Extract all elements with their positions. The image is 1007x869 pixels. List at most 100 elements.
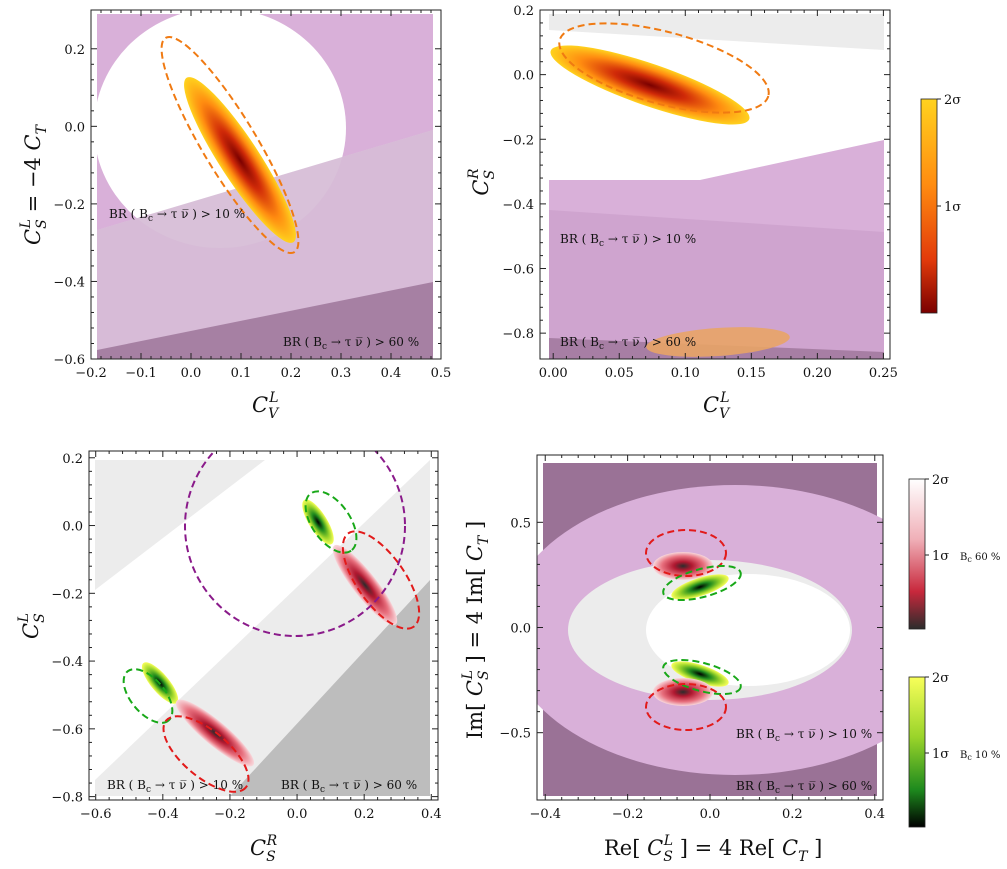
panel-1-annotation-10: BR ( Bc → τ ν̅ ) > 10 % — [109, 207, 245, 224]
colorbar-green: 2σ 1σ Bc 10 % — [908, 671, 1000, 828]
y-tick-label: −0.6 — [53, 353, 85, 368]
x-tick-label: 0.3 — [331, 366, 352, 381]
panel-2-annotation-10: BR ( Bc → τ ν̅ ) > 10 % — [560, 232, 696, 249]
x-tick-label: −0.4 — [529, 807, 561, 822]
colorbar-green-label-2sigma: 2σ — [932, 671, 949, 686]
panel-1-xlabel: CVL — [252, 390, 280, 422]
y-tick-label: −0.4 — [51, 655, 83, 670]
panel-3-dashed-green-top — [304, 490, 358, 554]
x-tick-label: 0.5 — [431, 366, 452, 381]
y-tick-label: −0.2 — [53, 198, 85, 213]
y-tick-label: −0.4 — [502, 198, 534, 213]
panel-1-band-60 — [97, 282, 433, 359]
y-tick-label: 0.0 — [64, 120, 85, 135]
panel-3-ylabel: CSL — [16, 613, 48, 639]
x-tick-label: −0.2 — [612, 807, 644, 822]
panel-4-fit-green-top — [671, 574, 729, 600]
y-tick-label: −0.2 — [51, 587, 83, 602]
y-tick-label: 0.2 — [62, 452, 83, 467]
x-tick-label: 0.10 — [671, 366, 700, 381]
panel-2-gray-top — [549, 14, 884, 50]
panel-2-band-mid — [549, 210, 884, 359]
colorbar-red-bar — [908, 478, 926, 630]
panel-4-dashed-red-top — [645, 529, 727, 577]
colorbar-red-label-2sigma: 2σ — [932, 473, 949, 488]
panel-3-annotation-60: BR ( Bc → τ ν̅ ) > 60 % — [281, 778, 417, 795]
colorbar-red: 2σ 1σ Bc 60 % — [908, 473, 1000, 630]
colorbar-orange-label-1sigma: 1σ — [944, 200, 961, 215]
panel-1-dashed-contour — [160, 35, 300, 255]
x-tick-label: 0.2 — [354, 807, 375, 822]
panel-3-fit-green-top — [302, 499, 334, 545]
x-tick-label: −0.2 — [214, 807, 246, 822]
panel-4-regions — [537, 463, 883, 796]
panel-1-fit-region — [184, 77, 296, 243]
colorbar-red-side-label: Bc 60 % — [960, 552, 1000, 564]
colorbar-red-label-1sigma: 1σ — [932, 549, 949, 564]
x-tick-label: 0.4 — [421, 807, 442, 822]
y-tick-label: 0.2 — [513, 4, 534, 19]
panel-2-annotation-60: BR ( Bc → τ ν̅ ) > 60 % — [560, 335, 696, 352]
panel-3-annotation-10: BR ( Bc → τ ν̅ ) > 10 % — [107, 778, 243, 795]
y-tick-label: 0.2 — [64, 43, 85, 58]
panel-3: −0.6 −0.4 −0.2 0.0 0.2 0.4−0.8−0.6−0.4−0.20.0… — [16, 450, 442, 865]
colorbar-orange-label-2sigma: 2σ — [944, 93, 961, 108]
y-tick-label: 0.0 — [510, 622, 531, 637]
y-tick-label: −0.8 — [51, 791, 83, 806]
y-tick-label: −0.6 — [51, 723, 83, 738]
panel-4-white-hole — [646, 574, 850, 686]
panel-3-dashed-red-left — [162, 715, 250, 793]
panel-3-dashed-red-top — [341, 530, 421, 630]
panel-3-fit-red-top — [332, 544, 398, 626]
colorbar-orange-bar — [920, 98, 938, 314]
y-tick-label: 0.0 — [513, 69, 534, 84]
panel-1-ticks: −0.2 −0.1 0.0 0.1 0.2 0.3 0.4 0.5 −0.6 −0.4 −0.2 0.… — [53, 10, 451, 381]
panel-4: −0.4 −0.2 0.0 0.2 0.4 −0.5 0.0 0.5 BR ( Bc → τ … — [460, 454, 885, 865]
panel-2-regions — [549, 14, 884, 359]
panel-1-ylabel: CSL = −4 CT — [18, 123, 50, 245]
panel-3-gray-topleft — [95, 460, 265, 590]
x-tick-label: 0.15 — [737, 366, 766, 381]
colorbar-orange: 2σ 1σ — [920, 93, 961, 314]
panel-2-fit-region — [550, 45, 750, 125]
colorbar-green-label-1sigma: 1σ — [932, 747, 949, 762]
x-tick-label: 0.25 — [869, 366, 898, 381]
x-tick-label: 0.0 — [700, 807, 721, 822]
panel-4-ticks: −0.4 −0.2 0.0 0.2 0.4 −0.5 0.0 0.5 — [499, 455, 885, 822]
y-tick-label: 0.0 — [62, 520, 83, 535]
x-tick-label: −0.6 — [80, 807, 112, 822]
panel-2-xlabel: CVL — [703, 390, 731, 422]
x-tick-label: 0.05 — [605, 366, 634, 381]
x-tick-label: 0.4 — [381, 366, 402, 381]
panel-1: −0.2 −0.1 0.0 0.1 0.2 0.3 0.4 0.5 −0.6 −0.4 −0.2 0.… — [18, 9, 451, 422]
y-tick-label: −0.6 — [502, 263, 534, 278]
panel-3-ticks: −0.6 −0.4 −0.2 0.0 0.2 0.4−0.8−0.6−0.4−0.20.0… — [51, 451, 442, 822]
panel-3-dashed-circle — [184, 451, 406, 637]
x-tick-label: −0.2 — [75, 366, 107, 381]
panel-4-fit-red-top — [653, 552, 713, 580]
panel-2-ticks: 0.00 0.05 0.10 0.15 0.20 0.25 −0.8 −0.6 −0.4 −0.2… — [502, 4, 897, 381]
panel-4-annotation-10: BR ( Bc → τ ν̅ ) > 10 % — [736, 727, 872, 744]
panel-2-frame — [539, 9, 891, 360]
x-tick-label: 0.1 — [231, 366, 252, 381]
colorbar-green-bar — [908, 676, 926, 828]
x-tick-label: 0.4 — [864, 807, 885, 822]
panel-3-xlabel: CSR — [250, 833, 278, 865]
x-tick-label: 0.2 — [281, 366, 302, 381]
panel-4-fit-red-bottom — [653, 678, 713, 706]
panel-4-fit-green-bottom — [671, 661, 729, 687]
x-tick-label: 0.0 — [287, 807, 308, 822]
panel-4-xlabel: Re[ CSL ] = 4 Re[ CT ] — [604, 833, 822, 865]
panel-2-ylabel: CSR — [466, 168, 498, 196]
colorbar-green-side-label: Bc 10 % — [960, 750, 1000, 762]
panel-1-regions — [94, 10, 433, 359]
panel-3-frame — [88, 450, 439, 801]
panel-4-annotation-60: BR ( Bc → τ ν̅ ) > 60 % — [736, 779, 872, 796]
panel-2-fit-region-low — [646, 327, 790, 357]
panel-3-gray-dark — [230, 580, 430, 796]
panel-3-dashed-green-left — [122, 668, 174, 724]
x-tick-label: 0.00 — [539, 366, 568, 381]
panel-1-frame — [90, 9, 442, 360]
y-tick-label: 0.5 — [510, 516, 531, 531]
